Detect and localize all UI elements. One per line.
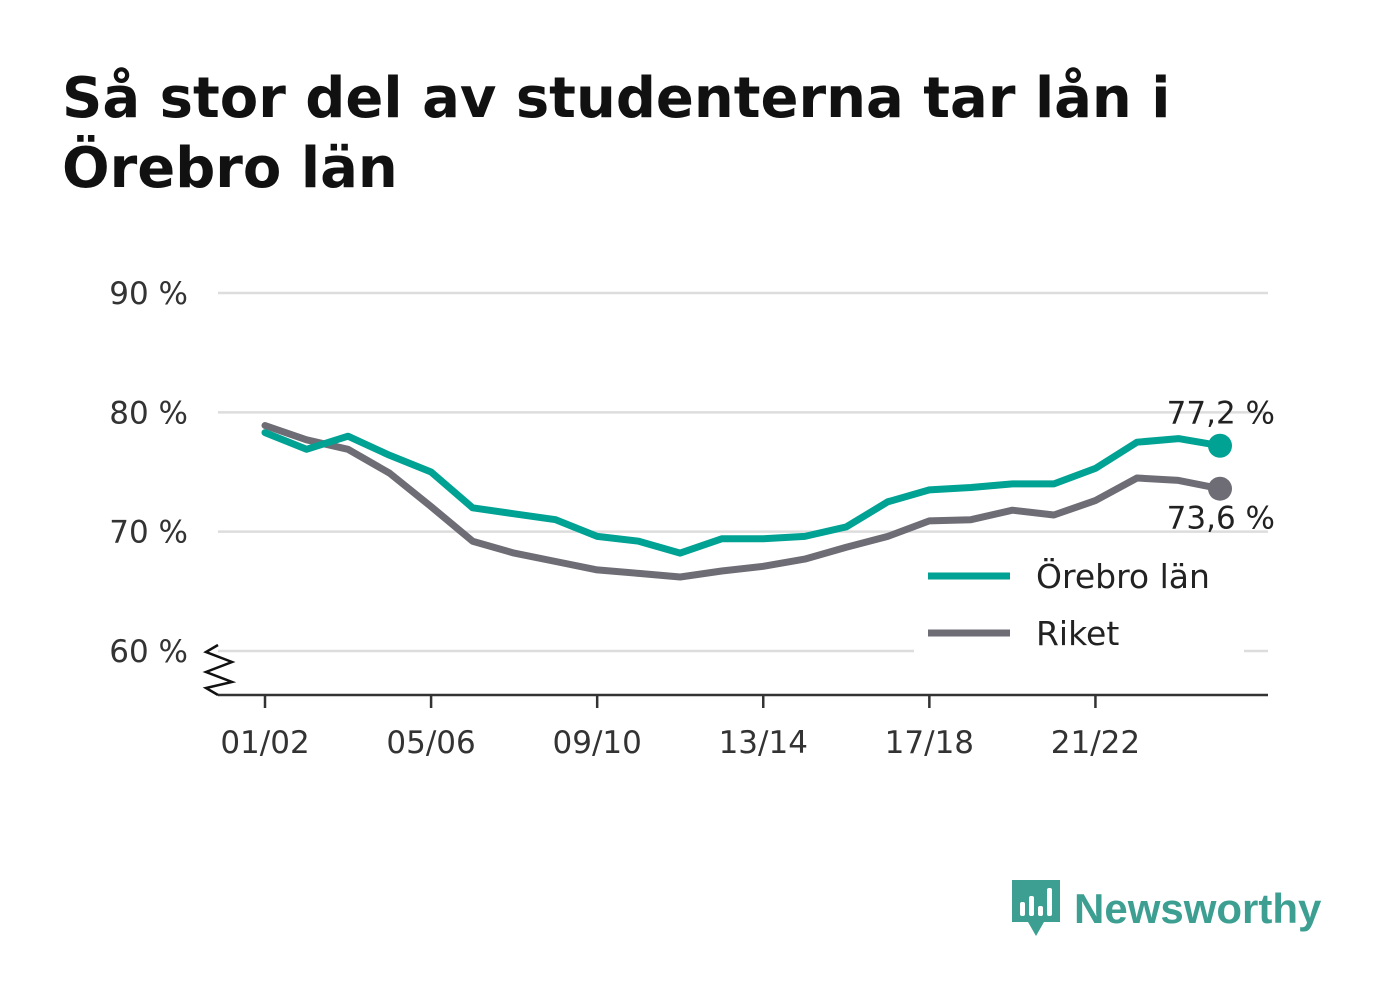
series-line <box>261 422 1224 581</box>
series-lines <box>261 422 1232 581</box>
legend: Örebro län Riket <box>914 546 1244 656</box>
y-tick-label: 90 % <box>109 276 188 312</box>
end-labels: 77,2 % 73,6 % <box>1167 396 1275 537</box>
axis-break-icon <box>202 643 237 697</box>
x-axis-ticks: 01/02 05/06 09/10 13/14 17/18 21/22 <box>220 695 1140 761</box>
x-tick-label: 05/06 <box>386 725 475 761</box>
x-tick-label: 21/22 <box>1051 725 1140 761</box>
chart-title: Så stor del av studenterna tar lån i Öre… <box>62 66 1171 201</box>
brand-logo: Newsworthy <box>1010 878 1321 940</box>
legend-label: Riket <box>1036 614 1119 653</box>
legend-background <box>914 546 1244 656</box>
x-tick-label: 01/02 <box>220 725 309 761</box>
series-end-point <box>1208 433 1232 458</box>
series-end-label: 77,2 % <box>1167 396 1275 432</box>
series-end-label: 73,6 % <box>1167 501 1275 537</box>
y-tick-label: 80 % <box>109 395 188 431</box>
x-axis <box>202 643 1268 697</box>
y-axis-ticks: 60 % 70 % 80 % 90 % <box>109 276 188 670</box>
y-tick-label: 60 % <box>109 634 188 670</box>
series-end-point <box>1208 476 1232 501</box>
x-tick-label: 13/14 <box>719 725 808 761</box>
series-line <box>261 429 1224 557</box>
newsworthy-logo-icon <box>1012 880 1060 936</box>
x-tick-label: 17/18 <box>885 725 974 761</box>
legend-label: Örebro län <box>1036 556 1210 596</box>
x-tick-label: 09/10 <box>553 725 642 761</box>
brand-name: Newsworthy <box>1074 885 1322 932</box>
y-tick-label: 70 % <box>109 515 188 551</box>
